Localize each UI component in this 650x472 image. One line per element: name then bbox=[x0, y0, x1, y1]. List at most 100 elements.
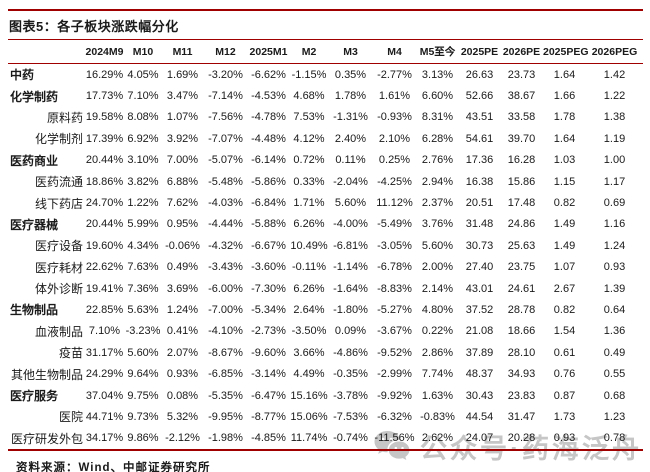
column-header: M2 bbox=[290, 39, 328, 64]
cell: 43.51 bbox=[465, 111, 494, 124]
cell: -4.32% bbox=[208, 239, 243, 252]
cell: 1.22% bbox=[127, 197, 159, 210]
cell: -5.49% bbox=[377, 218, 412, 231]
cell: -5.27% bbox=[377, 303, 412, 316]
cell: 8.31% bbox=[421, 111, 454, 124]
cell: 4.68% bbox=[293, 90, 325, 103]
cell: -3.78% bbox=[333, 389, 368, 402]
cell: 0.93 bbox=[553, 432, 576, 445]
row-label: 医疗耗材 bbox=[34, 260, 83, 275]
cell: 10.49% bbox=[290, 239, 328, 252]
sector-performance-table: 2024M9 M10 M11 M12 2025M1 M2 M3 M4 M5至今 2025PE 202… bbox=[8, 39, 643, 451]
cell: 5.32% bbox=[166, 410, 199, 423]
column-header: 2026PE bbox=[500, 39, 543, 64]
cell: -3.20% bbox=[208, 68, 243, 81]
cell: -7.07% bbox=[208, 132, 243, 145]
cell: 6.28% bbox=[421, 132, 454, 145]
cell: 3.13% bbox=[421, 68, 454, 81]
cell: 44.71% bbox=[85, 410, 124, 423]
cell: 0.11% bbox=[335, 154, 366, 167]
cell: 5.60% bbox=[334, 197, 367, 210]
cell: 20.44% bbox=[85, 154, 124, 167]
cell: -9.92% bbox=[377, 389, 412, 402]
cell: 2.76% bbox=[421, 154, 454, 167]
cell: -7.00% bbox=[208, 303, 243, 316]
cell: 0.09% bbox=[334, 325, 367, 338]
cell: -8.83% bbox=[377, 282, 412, 295]
cell: 16.29% bbox=[85, 68, 124, 81]
table-row: 医院 44.71% 9.73% 5.32% -9.95% -8.77% 15.06% -7.… bbox=[8, 406, 643, 427]
cell: 33.58 bbox=[507, 111, 536, 124]
cell: -3.60% bbox=[251, 261, 286, 274]
cell: 18.66 bbox=[507, 325, 536, 338]
column-header: M3 bbox=[328, 39, 373, 64]
cell: 8.08% bbox=[127, 111, 159, 124]
cell: 31.47 bbox=[507, 410, 536, 423]
cell: 0.25% bbox=[378, 154, 411, 167]
cell: 6.92% bbox=[127, 132, 159, 145]
cell: 3.92% bbox=[166, 132, 199, 145]
cell: 1.64 bbox=[553, 132, 576, 145]
cell: 7.53% bbox=[293, 111, 325, 124]
cell: -3.05% bbox=[377, 239, 412, 252]
cell: -7.56% bbox=[208, 111, 243, 124]
cell: -4.78% bbox=[251, 111, 286, 124]
column-header: 2025PE bbox=[459, 39, 500, 64]
cell: -9.60% bbox=[251, 346, 286, 359]
cell: -0.35% bbox=[333, 368, 368, 381]
cell: 1.63% bbox=[421, 389, 454, 402]
cell: 1.42 bbox=[603, 68, 626, 81]
cell: 1.15 bbox=[553, 175, 576, 188]
cell: -5.88% bbox=[251, 218, 286, 231]
table-row: 其他生物制品 24.29% 9.64% 0.93% -6.85% -3.14% 4.49%… bbox=[8, 363, 643, 384]
cell: -0.93% bbox=[377, 111, 412, 124]
row-label: 线下药店 bbox=[34, 196, 83, 211]
row-label: 医院 bbox=[58, 410, 83, 425]
cell: 5.60% bbox=[421, 239, 454, 252]
cell: 1.22 bbox=[603, 90, 626, 103]
cell: -6.32% bbox=[377, 410, 412, 423]
cell: 2.64% bbox=[293, 303, 325, 316]
cell: -7.14% bbox=[208, 90, 243, 103]
cell: -4.85% bbox=[251, 432, 286, 445]
cell: -2.77% bbox=[377, 68, 412, 81]
cell: 1.78% bbox=[334, 90, 367, 103]
cell: 4.05% bbox=[127, 68, 159, 81]
cell: 2.86% bbox=[421, 346, 454, 359]
cell: 7.62% bbox=[166, 197, 199, 210]
cell: -1.14% bbox=[333, 261, 368, 274]
cell: 19.41% bbox=[85, 282, 124, 295]
cell: -6.62% bbox=[251, 68, 286, 81]
row-label: 医疗设备 bbox=[34, 239, 83, 254]
cell: 0.61 bbox=[553, 346, 576, 359]
cell: 48.37 bbox=[465, 368, 494, 381]
cell: 0.76 bbox=[553, 368, 576, 381]
cell: -3.50% bbox=[291, 325, 327, 338]
cell: -1.64% bbox=[333, 282, 368, 295]
cell: -8.67% bbox=[208, 346, 243, 359]
cell: 0.93% bbox=[166, 368, 199, 381]
cell: 27.40 bbox=[465, 261, 494, 274]
cell: -0.83% bbox=[420, 410, 455, 423]
cell: 37.52 bbox=[465, 303, 494, 316]
cell: -4.86% bbox=[333, 346, 368, 359]
cell: -0.06% bbox=[165, 239, 200, 252]
cell: 0.69 bbox=[603, 197, 626, 210]
cell: 20.44% bbox=[85, 218, 124, 231]
cell: 6.26% bbox=[293, 218, 325, 231]
table-row: 中药 16.29% 4.05% 1.69% -3.20% -6.62% -1.15% 0.3… bbox=[8, 64, 643, 86]
table-row: 疫苗 31.17% 5.60% 2.07% -8.67% -9.60% 3.66% -4.8… bbox=[8, 342, 643, 363]
row-label: 医药流通 bbox=[34, 175, 83, 190]
column-header: 2025M1 bbox=[247, 39, 290, 64]
source-line: 资料来源：Wind、中邮证券研究所 bbox=[16, 462, 211, 472]
cell: 9.73% bbox=[127, 410, 159, 423]
cell: 6.88% bbox=[166, 175, 199, 188]
cell: 23.73 bbox=[507, 68, 536, 81]
cell: -1.80% bbox=[333, 303, 368, 316]
cell: 2.07% bbox=[166, 346, 199, 359]
cell: 22.62% bbox=[85, 261, 124, 274]
table-row: 血液制品 7.10% -3.23% 0.41% -4.10% -2.73% -3.50% 0… bbox=[8, 321, 643, 342]
table-row: 医疗服务 37.04% 9.75% 0.08% -5.35% -6.47% 15.16% -… bbox=[8, 385, 643, 406]
cell: 9.64% bbox=[127, 368, 159, 381]
cell: 0.49% bbox=[166, 261, 199, 274]
